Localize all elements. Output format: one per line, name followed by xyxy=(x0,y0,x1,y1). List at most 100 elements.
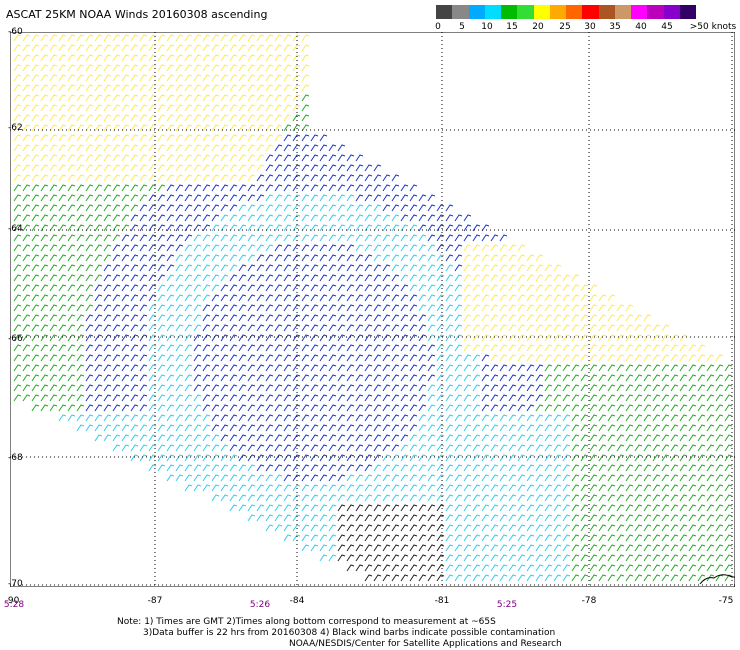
wind-barb xyxy=(94,254,103,262)
wind-barb xyxy=(526,354,535,362)
wind-barb xyxy=(31,64,40,72)
wind-barb xyxy=(31,334,40,342)
wind-barb xyxy=(256,504,265,512)
wind-barb xyxy=(373,194,382,202)
wind-barb xyxy=(256,64,265,72)
wind-barb xyxy=(130,34,139,42)
wind-barb xyxy=(328,424,337,432)
wind-barb xyxy=(274,424,283,432)
map-title: ASCAT 25KM NOAA Winds 20160308 ascending xyxy=(6,8,268,21)
wind-barb xyxy=(130,264,139,272)
wind-barb xyxy=(148,114,157,122)
wind-barb xyxy=(202,134,211,142)
wind-barb xyxy=(22,264,31,272)
wind-barb xyxy=(49,304,58,312)
wind-barb xyxy=(274,104,283,112)
wind-barb xyxy=(607,514,616,522)
wind-barb xyxy=(391,204,400,212)
wind-barb xyxy=(49,374,58,382)
wind-barb xyxy=(274,384,283,392)
wind-barb xyxy=(571,514,580,522)
wind-barb xyxy=(103,294,112,302)
wind-barb xyxy=(490,254,499,262)
wind-barb xyxy=(463,514,472,522)
wind-barb xyxy=(580,354,589,362)
wind-barb xyxy=(526,414,535,422)
wind-barb xyxy=(247,374,256,382)
wind-barb xyxy=(175,284,184,292)
wind-barb xyxy=(220,304,229,312)
wind-barb xyxy=(697,524,706,532)
wind-barb xyxy=(364,394,373,402)
wind-barb xyxy=(382,254,391,262)
wind-barb xyxy=(22,244,31,252)
wind-barb xyxy=(670,564,679,572)
wind-barb xyxy=(139,284,148,292)
wind-barb xyxy=(175,264,184,272)
wind-barb xyxy=(364,254,373,262)
wind-barb xyxy=(319,524,328,532)
wind-barb xyxy=(526,484,535,492)
wind-barb xyxy=(31,74,40,82)
wind-barb xyxy=(301,194,310,202)
wind-barb xyxy=(661,424,670,432)
wind-barb xyxy=(310,224,319,232)
wind-barb xyxy=(445,264,454,272)
wind-barb xyxy=(391,354,400,362)
wind-barb xyxy=(463,334,472,342)
wind-barb xyxy=(238,344,247,352)
wind-barb xyxy=(355,504,364,512)
wind-barb xyxy=(580,464,589,472)
wind-barb xyxy=(463,574,472,582)
wind-barb xyxy=(148,204,157,212)
wind-barb xyxy=(247,104,256,112)
wind-barb xyxy=(697,534,706,542)
wind-barb xyxy=(265,394,274,402)
wind-barb xyxy=(139,454,148,462)
wind-barb xyxy=(481,424,490,432)
wind-barb xyxy=(292,374,301,382)
wind-barb xyxy=(625,404,634,412)
wind-barb xyxy=(481,504,490,512)
wind-barb xyxy=(256,154,265,162)
wind-barb xyxy=(148,64,157,72)
wind-barb xyxy=(184,144,193,152)
wind-barb xyxy=(355,444,364,452)
wind-barb xyxy=(166,144,175,152)
wind-barb xyxy=(283,194,292,202)
wind-barb xyxy=(229,184,238,192)
wind-barb xyxy=(607,394,616,402)
wind-barb xyxy=(517,434,526,442)
wind-barb xyxy=(49,134,58,142)
wind-barb xyxy=(409,484,418,492)
wind-barb xyxy=(454,264,463,272)
wind-barb xyxy=(265,34,274,42)
wind-barb xyxy=(121,324,130,332)
wind-barb xyxy=(175,154,184,162)
wind-barb xyxy=(319,464,328,472)
wind-barb xyxy=(364,494,373,502)
wind-barb xyxy=(202,44,211,52)
wind-barb xyxy=(679,364,688,372)
wind-barb xyxy=(85,414,94,422)
wind-barb xyxy=(436,504,445,512)
wind-barb xyxy=(265,484,274,492)
wind-barb xyxy=(508,264,517,272)
wind-barb xyxy=(697,364,706,372)
wind-barb xyxy=(643,484,652,492)
wind-barb xyxy=(364,504,373,512)
wind-barb xyxy=(292,494,301,502)
wind-barb xyxy=(679,534,688,542)
wind-barb xyxy=(499,344,508,352)
wind-barb xyxy=(337,324,346,332)
wind-barb xyxy=(553,554,562,562)
wind-barb xyxy=(103,224,112,232)
wind-barb xyxy=(445,574,454,582)
wind-barb xyxy=(616,494,625,502)
wind-barb xyxy=(589,414,598,422)
wind-barb xyxy=(67,54,76,62)
wind-barb xyxy=(31,174,40,182)
wind-barb xyxy=(382,404,391,412)
wind-barb xyxy=(220,54,229,62)
wind-barb xyxy=(58,384,67,392)
